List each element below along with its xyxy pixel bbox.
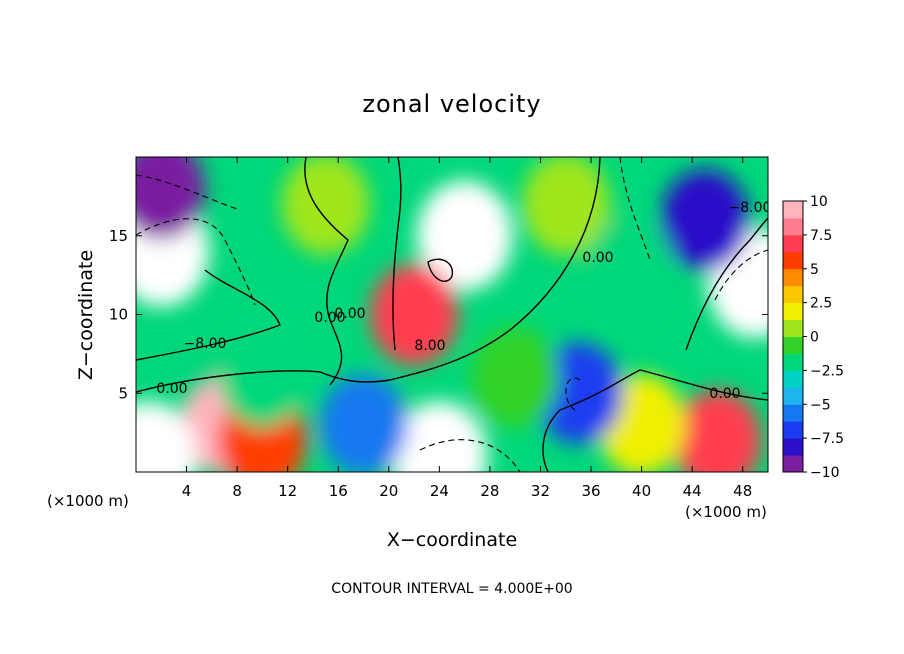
colorbar-swatch	[783, 404, 803, 422]
contour-label: 8.00	[414, 338, 445, 354]
y-axis-label: Z−coordinate	[75, 250, 97, 380]
colorbar-swatch	[783, 438, 803, 456]
x-tick-label: 44	[683, 482, 702, 500]
colorbar-swatch	[783, 370, 803, 388]
colorbar-tick-label: −10	[810, 465, 840, 481]
x-tick-label: 12	[278, 482, 297, 500]
contour-label: 0.00	[582, 250, 613, 266]
velocity-blob	[673, 389, 762, 472]
contour-label: 0.00	[314, 310, 345, 326]
contour-label: −8.00	[729, 200, 772, 216]
contour-line	[136, 269, 281, 361]
contour-label: −8.00	[184, 336, 227, 352]
colorbar-swatch	[783, 336, 803, 354]
velocity-blob	[136, 157, 206, 240]
velocity-blob	[370, 263, 459, 366]
colorbar-tick-label: 10	[810, 194, 828, 210]
x-tick-label: 28	[480, 482, 499, 500]
colorbar-tick-label: 7.5	[810, 228, 832, 244]
colorbar-swatch	[783, 353, 803, 371]
y-tick-label: 15	[109, 227, 128, 245]
velocity-blob	[521, 157, 610, 255]
x-tick-label: 16	[329, 482, 348, 500]
x-tick-label: 40	[632, 482, 651, 500]
colorbar-swatch	[783, 201, 803, 219]
x-tick-label: 48	[733, 482, 752, 500]
contour-line-dashed	[136, 218, 256, 306]
contour-line-dashed	[714, 249, 768, 301]
x-tick-label: 20	[379, 482, 398, 500]
x-tick-label: 24	[430, 482, 449, 500]
contour-line	[392, 157, 402, 351]
velocity-blob	[584, 216, 673, 318]
velocity-blob	[281, 157, 370, 255]
contour-line	[304, 157, 349, 386]
velocity-blob	[319, 374, 408, 472]
chart-title: zonal velocity	[362, 90, 541, 118]
colorbar-tick-label: −2.5	[810, 363, 844, 379]
contour-line	[136, 157, 601, 393]
colorbar-swatch	[783, 234, 803, 253]
contour-line	[542, 369, 768, 472]
colorbar-tick-label: −7.5	[810, 431, 844, 447]
velocity-blob	[218, 326, 307, 429]
contour-label: 0.00	[156, 381, 187, 397]
contour-line	[685, 217, 768, 351]
colorbar-swatch	[783, 319, 803, 337]
contour-line-dashed	[136, 174, 241, 211]
colorbar: 10 7.5 5 2.5 0 −2.5 −5 −7.5 −10	[782, 194, 844, 481]
colorbar-swatch	[783, 421, 803, 439]
colorbar-swatch	[783, 302, 803, 321]
contour-label: 0.00	[709, 386, 740, 402]
colorbar-tick-label: 5	[810, 262, 819, 278]
velocity-blob	[136, 401, 197, 472]
contour-line-dashed	[565, 377, 581, 411]
velocity-blob	[471, 326, 560, 429]
x-axis-label: X−coordinate	[387, 529, 517, 551]
contour-line-dashed	[419, 439, 521, 472]
x-tick-label: 8	[232, 482, 242, 500]
y-tick-label: 10	[109, 306, 128, 324]
colorbar-swatch	[783, 268, 803, 287]
colorbar-swatch	[783, 217, 803, 236]
x-tick-label: 36	[581, 482, 600, 500]
colorbar-tick-label: −5	[810, 397, 831, 413]
velocity-blob	[660, 169, 749, 271]
plot-area: 0.00−8.000.008.000.000.00−8.000.00 4 8 12 1…	[109, 156, 772, 500]
colorbar-tick-label: 0	[810, 330, 819, 346]
velocity-blob	[416, 180, 513, 291]
x-unit-right: (×1000 m)	[685, 503, 767, 521]
colorbar-swatch	[783, 251, 803, 270]
contour-label: 0.00	[334, 306, 365, 322]
colorbar-swatch	[783, 387, 803, 405]
x-tick-label: 32	[531, 482, 550, 500]
colorbar-tick-label: 2.5	[810, 296, 832, 312]
y-tick-label: 5	[118, 384, 128, 402]
colorbar-swatch	[783, 285, 803, 304]
contour-line-dashed	[619, 157, 651, 261]
x-unit-left: (×1000 m)	[47, 492, 129, 510]
contour-line	[427, 258, 454, 282]
contour-interval-note: CONTOUR INTERVAL = 4.000E+00	[331, 581, 572, 597]
x-tick-label: 4	[182, 482, 192, 500]
velocity-blob	[391, 401, 488, 472]
colorbar-swatch	[783, 455, 803, 473]
